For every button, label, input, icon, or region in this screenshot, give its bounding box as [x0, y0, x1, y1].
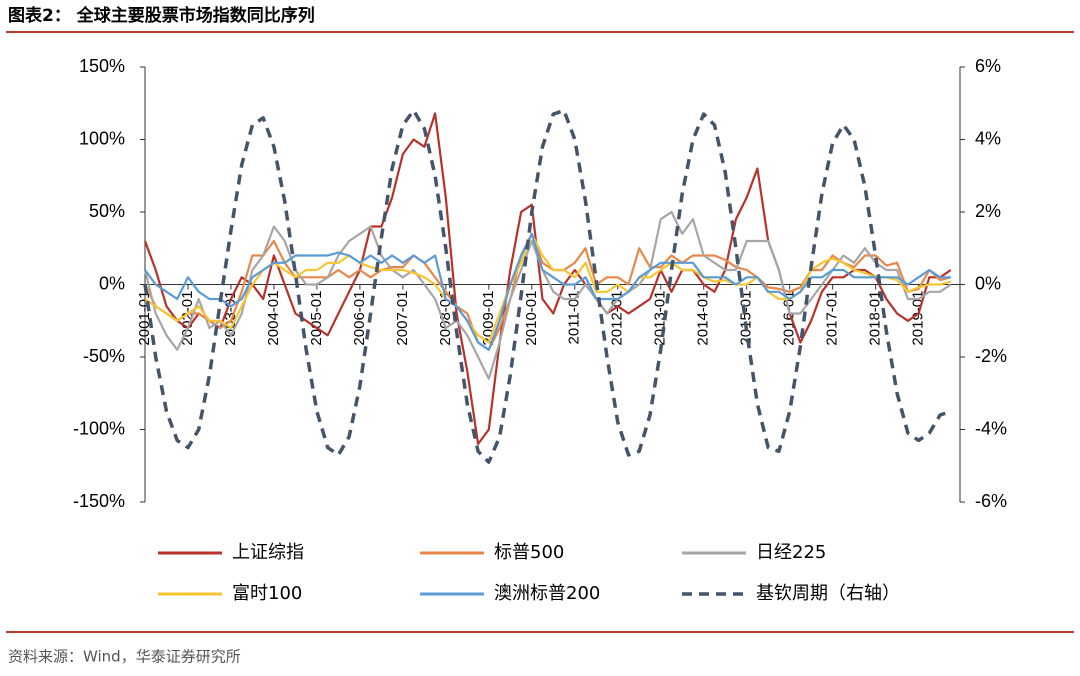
series-line [144, 232, 951, 351]
x-tick-label: 2017-01 [824, 291, 841, 346]
x-tick-label: 2014-01 [695, 291, 712, 346]
legend-label: 澳洲标普200 [494, 583, 600, 604]
y2-tick-label: -4% [975, 418, 1007, 438]
y-tick-label: 100% [79, 128, 125, 148]
legend-label: 上证综指 [232, 542, 304, 563]
legend-label: 日经225 [756, 542, 826, 563]
x-tick-label: 2011-01 [566, 291, 583, 345]
y2-tick-label: -6% [975, 491, 1007, 511]
x-tick-label: 2016-01 [781, 291, 798, 346]
series-line [143, 108, 952, 464]
legend-label: 标普500 [494, 542, 564, 563]
y-tick-label: 150% [79, 56, 125, 76]
y2-tick-label: 4% [975, 128, 1001, 148]
y-tick-label: -100% [73, 418, 125, 438]
y2-tick-label: 0% [975, 273, 1001, 293]
legend-label: 富时100 [232, 583, 302, 604]
x-tick-label: 2004-01 [265, 291, 282, 346]
x-tick-label: 2005-01 [308, 291, 325, 346]
y-tick-label: -50% [83, 346, 125, 366]
y2-tick-label: 2% [975, 201, 1001, 221]
y-tick-label: 50% [89, 201, 125, 221]
x-tick-label: 2015-01 [738, 291, 755, 346]
y-tick-label: 0% [99, 273, 125, 293]
legend-label: 基钦周期（右轴） [756, 583, 900, 604]
x-tick-label: 2006-01 [351, 291, 368, 346]
y-tick-label: -150% [73, 491, 125, 511]
series-line [143, 210, 952, 380]
y2-tick-label: 6% [975, 56, 1001, 76]
chart-title: 图表2： 全球主要股票市场指数同比序列 [8, 5, 315, 26]
x-tick-label: 2018-01 [867, 291, 884, 346]
x-tick-label: 2010-01 [523, 291, 540, 346]
x-tick-label: 2008-01 [437, 291, 454, 346]
y2-tick-label: -2% [975, 346, 1007, 366]
x-tick-label: 2002-01 [179, 291, 196, 346]
x-tick-label: 2007-01 [394, 291, 411, 346]
series-line [144, 232, 952, 344]
series-line [144, 232, 952, 351]
source-note: 资料来源：Wind，华泰证券研究所 [8, 648, 241, 666]
x-tick-label: 2001-01 [136, 291, 153, 346]
series-line [143, 112, 952, 446]
